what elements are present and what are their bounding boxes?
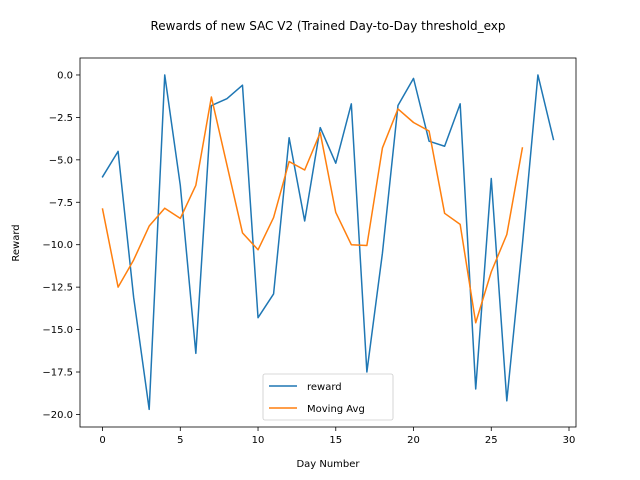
- series-line-reward: [101, 74, 555, 411]
- y-tick-label: −2.5: [49, 113, 73, 124]
- y-tick-label: −10.0: [42, 240, 73, 251]
- y-axis-label: Reward: [11, 224, 22, 261]
- y-tick-label: −17.5: [42, 368, 73, 379]
- x-tick-label: 25: [485, 435, 498, 446]
- x-tick-label: 30: [563, 435, 576, 446]
- y-tick-label: −5.0: [49, 155, 73, 166]
- y-tick-label: 0.0: [57, 70, 73, 81]
- x-tick-label: 0: [99, 435, 105, 446]
- x-tick-label: 5: [177, 435, 183, 446]
- legend: reward Moving Avg: [262, 373, 394, 421]
- x-axis: 0 5 10 15 20 25 30: [99, 427, 575, 446]
- y-tick-label: −7.5: [49, 198, 73, 209]
- legend-label-reward: reward: [307, 382, 342, 393]
- series-line-moving-avg: [101, 96, 524, 324]
- x-tick-label: 15: [329, 435, 342, 446]
- x-axis-label: Day Number: [296, 459, 360, 470]
- plot-frame: [79, 57, 577, 428]
- legend-label-moving-avg: Moving Avg: [307, 404, 365, 415]
- chart-title: Rewards of new SAC V2 (Trained Day-to-Da…: [150, 19, 505, 33]
- y-tick-label: −15.0: [42, 325, 73, 336]
- x-tick-label: 20: [407, 435, 420, 446]
- y-tick-label: −12.5: [42, 283, 73, 294]
- x-tick-label: 10: [252, 435, 265, 446]
- plot-area: [101, 74, 555, 411]
- y-axis: 0.0 −2.5 −5.0 −7.5 −10.0 −12.5 −15.0 −17.5 −20.0: [42, 70, 80, 421]
- y-tick-label: −20.0: [42, 410, 73, 421]
